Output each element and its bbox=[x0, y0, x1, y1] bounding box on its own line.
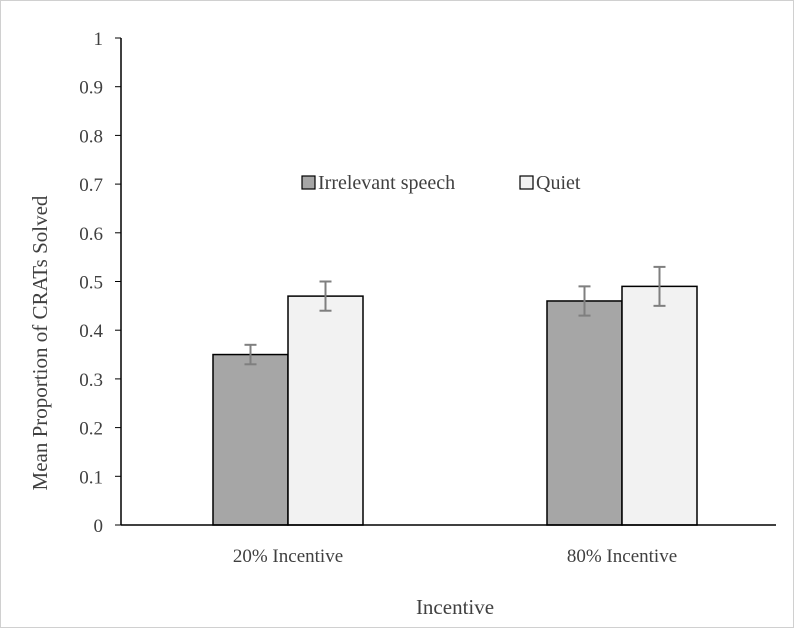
y-tick-label: 1 bbox=[94, 29, 104, 50]
x-tick-label: 20% Incentive bbox=[233, 546, 343, 567]
legend: Irrelevant speech Quiet bbox=[301, 172, 581, 194]
error-bar bbox=[319, 280, 332, 312]
legend-item: Quiet bbox=[519, 172, 581, 194]
y-tick-label: 0.6 bbox=[79, 224, 103, 245]
y-axis-title: Mean Proportion of CRATs Solved bbox=[28, 195, 52, 490]
bar-quiet-2 bbox=[621, 285, 698, 526]
y-tick-label: 0.5 bbox=[79, 273, 103, 294]
y-tick-label: 0 bbox=[94, 516, 104, 537]
x-tick-label: 80% Incentive bbox=[567, 546, 677, 567]
y-tick-label: 0.9 bbox=[79, 78, 103, 99]
y-tick-label: 0.1 bbox=[79, 467, 103, 488]
y-axis-ticks: 0 0.1 0.2 0.3 0.4 0.5 0.6 0.7 0.8 0.9 1 bbox=[79, 29, 121, 537]
bar-irrelevant-speech-1 bbox=[212, 353, 289, 526]
bar-irrelevant-speech-2 bbox=[546, 300, 623, 526]
legend-swatch bbox=[301, 175, 316, 190]
y-tick-label: 0.4 bbox=[79, 321, 103, 342]
y-tick-label: 0.8 bbox=[79, 126, 103, 147]
x-axis-title: Incentive bbox=[416, 595, 494, 619]
y-tick-label: 0.3 bbox=[79, 370, 103, 391]
error-bar bbox=[244, 343, 257, 366]
error-bar bbox=[578, 285, 591, 317]
x-axis-ticks: 20% Incentive 80% Incentive bbox=[233, 546, 677, 567]
legend-item: Irrelevant speech bbox=[301, 172, 455, 194]
y-tick-label: 0.2 bbox=[79, 419, 103, 440]
error-bars-group bbox=[244, 265, 666, 366]
legend-swatch bbox=[519, 175, 534, 190]
bars-group bbox=[212, 285, 698, 526]
error-bar bbox=[653, 265, 666, 307]
legend-label: Irrelevant speech bbox=[318, 172, 455, 194]
y-tick-label: 0.7 bbox=[79, 175, 103, 196]
legend-label: Quiet bbox=[536, 172, 581, 194]
bar-quiet-1 bbox=[287, 295, 364, 526]
